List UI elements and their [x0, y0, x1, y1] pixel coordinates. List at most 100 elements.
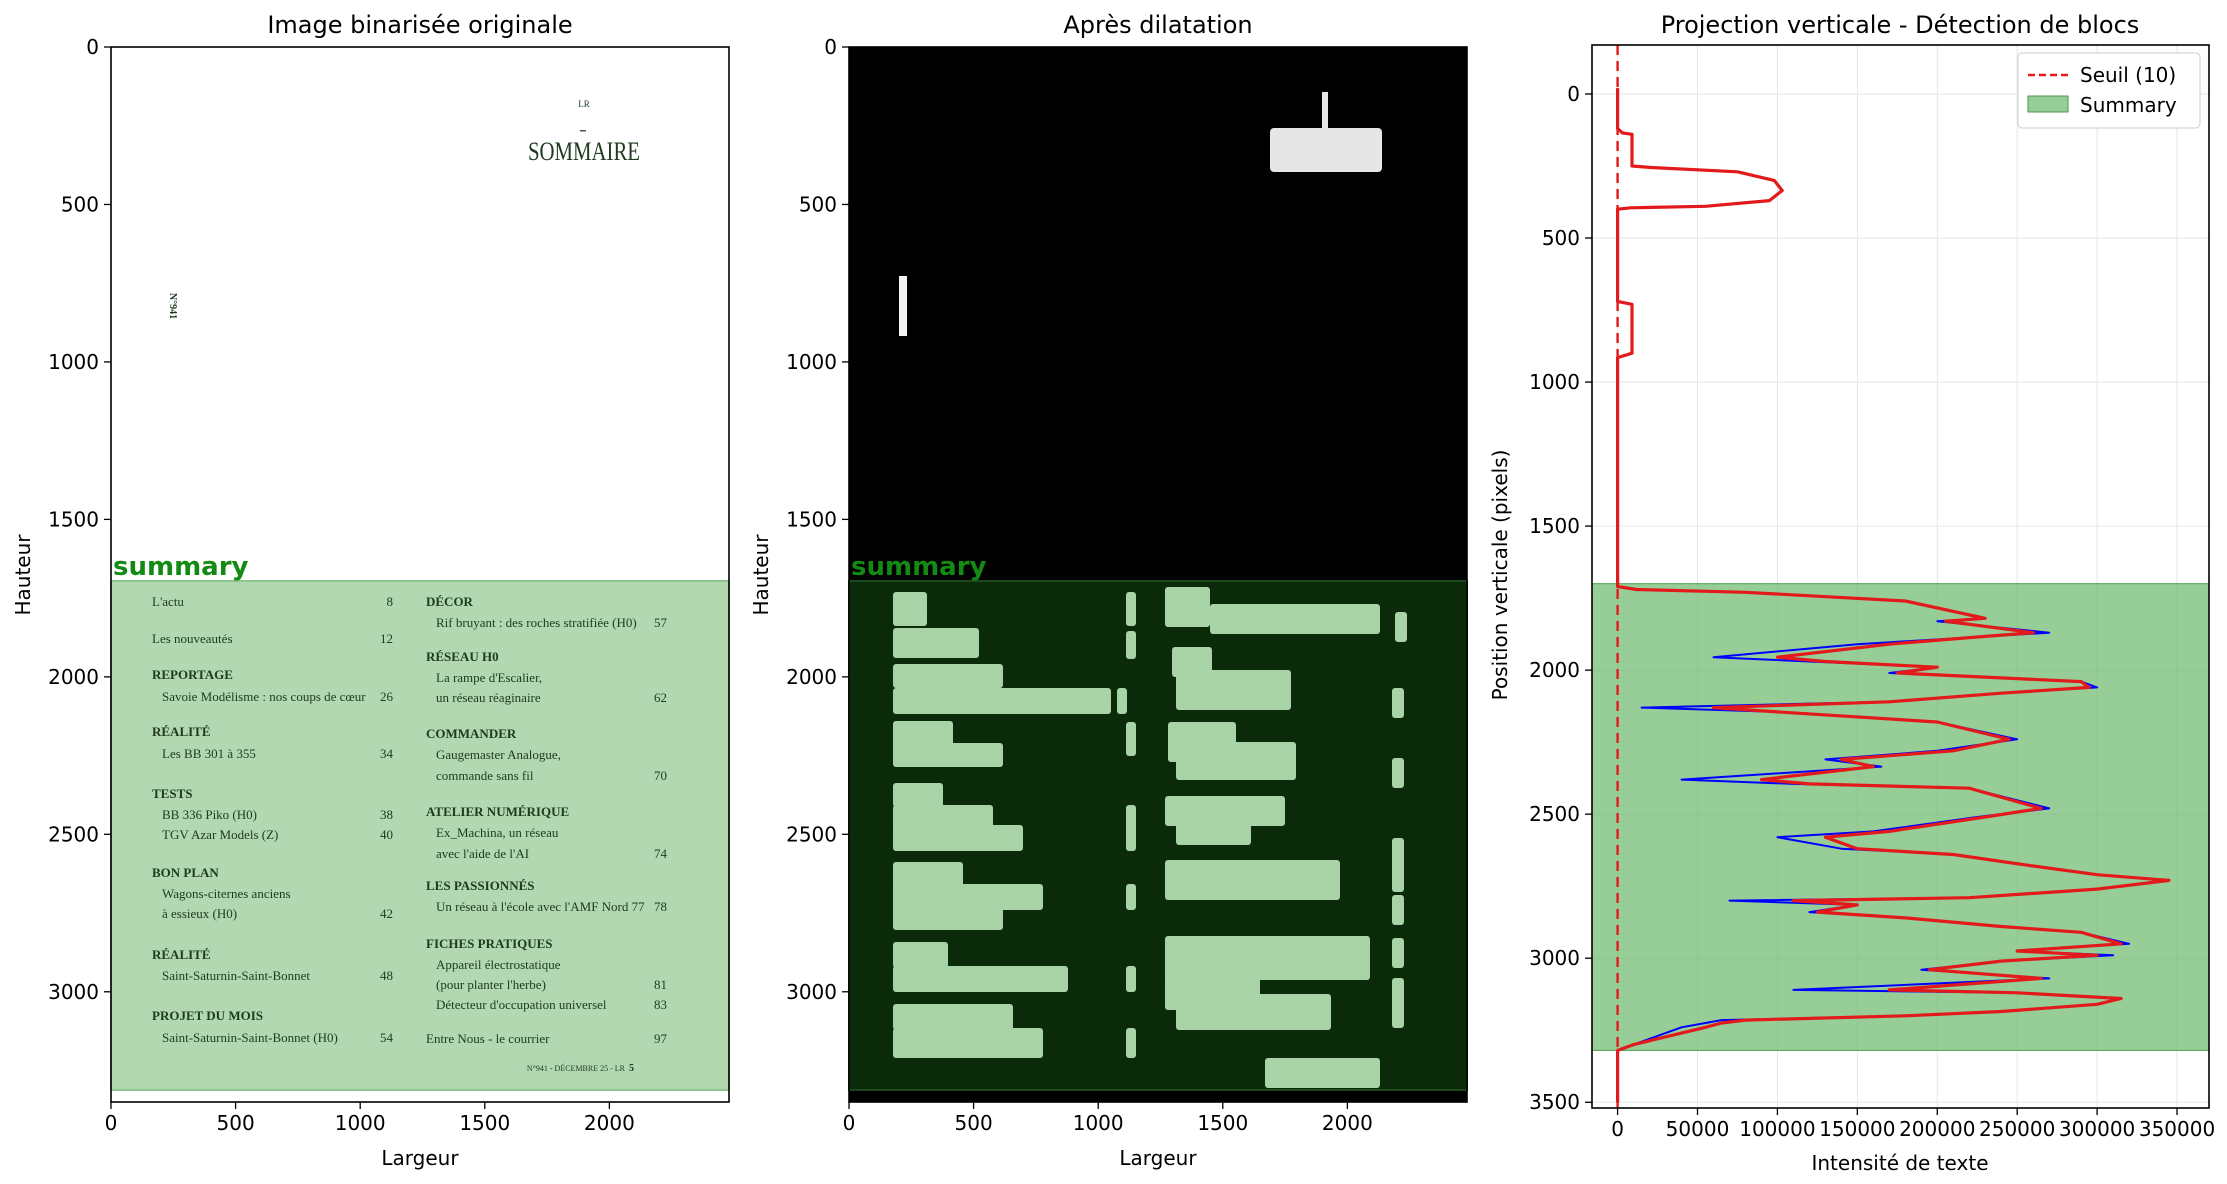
toc-entry-text: LES PASSIONNÉS	[426, 878, 535, 893]
toc-entry-text: RÉALITÉ	[152, 947, 211, 962]
panel1-summary-block	[110, 580, 730, 1091]
projection-smoothed-line	[1616, 88, 2171, 1103]
toc-entry-page: 70	[654, 768, 667, 783]
toc-entry-text: Wagons-citernes anciens	[162, 886, 291, 901]
dilated-text-blob	[893, 966, 1068, 992]
toc-entry-text: Rif bruyant : des roches stratifiée (H0)	[436, 615, 637, 630]
panel2-frame	[848, 46, 1468, 1103]
toc-entry-page: 40	[380, 827, 393, 842]
dilated-text-blob	[1165, 587, 1210, 627]
toc-entry-page: 74	[654, 846, 668, 861]
dilated-text-blob	[1395, 612, 1407, 642]
panel3-ytick-label: 1000	[1529, 370, 1580, 394]
panel3-ytick-label: 1500	[1529, 514, 1580, 538]
panel3-xtick-label: 300000	[2059, 1117, 2135, 1141]
toc-entry-text: Ex_Machina, un réseau	[436, 825, 559, 840]
doc-footer-page: 5	[629, 1063, 634, 1074]
toc-entry-page: 83	[654, 997, 667, 1012]
toc-entry-text: RÉALITÉ	[152, 724, 211, 739]
panel2-image: summary	[848, 46, 1468, 1103]
toc-entry-text: un réseau réaginaire	[436, 690, 541, 705]
panel2-xtick-label: 1500	[1197, 1111, 1248, 1135]
legend-threshold-label: Seuil (10)	[2080, 63, 2176, 87]
panel3-plot: Seuil (10) Summary	[1591, 44, 2210, 1109]
toc-entry-text: DÉCOR	[426, 594, 474, 609]
dilated-text-blob	[1176, 742, 1296, 780]
dilated-text-blob	[893, 743, 1003, 767]
toc-entry-page: 62	[654, 690, 667, 705]
dilated-text-blob	[1392, 758, 1404, 788]
toc-entry-text: Saint-Saturnin-Saint-Bonnet (H0)	[162, 1030, 338, 1045]
doc-heading: SOMMAIRE	[528, 137, 640, 166]
panel2-title: Après dilatation	[1063, 11, 1252, 39]
panel1-ytick-label: 2500	[48, 822, 99, 846]
toc-entry-page: 34	[380, 746, 394, 761]
doc-side-number: N°941	[167, 293, 178, 319]
toc-entry-text: Entre Nous - le courrier	[426, 1031, 550, 1046]
dilated-text-blob	[1392, 688, 1404, 718]
legend: Seuil (10) Summary	[2017, 52, 2201, 129]
toc-entry-text: COMMANDER	[426, 726, 517, 741]
toc-entry-text: Saint-Saturnin-Saint-Bonnet	[162, 968, 310, 983]
dilated-text-blob	[893, 904, 1003, 930]
toc-entry-text: Détecteur d'occupation universel	[436, 997, 607, 1012]
toc-entry-text: FICHES PRATIQUES	[426, 936, 553, 951]
dilated-text-blob	[893, 862, 963, 888]
dilated-text-blob	[1176, 815, 1251, 845]
panel3-xtick-label: 350000	[2139, 1117, 2215, 1141]
panel1-summary-label: summary	[113, 552, 249, 582]
panel1-xlabel: Largeur	[381, 1146, 459, 1170]
dilated-text-blob	[1126, 631, 1136, 659]
legend-summary-swatch	[2027, 95, 2069, 113]
panel3-xlabel: Intensité de texte	[1811, 1151, 1988, 1175]
dilated-text-blob	[1165, 860, 1340, 900]
panel3-ytick-label: 2000	[1529, 658, 1580, 682]
toc-entry-text: Les BB 301 à 355	[162, 746, 256, 761]
toc-entry-page: 42	[380, 906, 393, 921]
toc-entry-text: Gaugemaster Analogue,	[436, 747, 561, 762]
toc-entry-page: 81	[654, 977, 667, 992]
dilated-summary-blobs	[893, 587, 1407, 1088]
toc-entry-page: 38	[380, 807, 393, 822]
toc-entry-page: 78	[654, 899, 667, 914]
panel3-ytick-label: 2500	[1529, 802, 1580, 826]
panel2-ytick-label: 2500	[786, 822, 837, 846]
toc-entry-text: avec l'aide de l'AI	[436, 846, 529, 861]
toc-entry-text: RÉSEAU H0	[426, 649, 499, 664]
panel1-ytick-label: 1000	[48, 350, 99, 374]
dilated-text-blob	[1210, 604, 1380, 634]
panel3-xtick-label: 0	[1611, 1117, 1624, 1141]
toc-entry-page: 26	[380, 689, 394, 704]
toc-entry-page: 54	[380, 1030, 394, 1045]
panel1-ylabel: Hauteur	[11, 534, 35, 616]
panel1-axes: 0 500 1000 1500 2000 0 500 1000 1500 2000 2500 3000	[48, 35, 635, 1135]
toc-entry-text: (pour planter l'herbe)	[436, 977, 546, 992]
dilated-text-blob	[1126, 722, 1136, 756]
panel1-ytick-label: 1500	[48, 507, 99, 531]
toc-entry-page: 8	[387, 594, 394, 609]
dilated-text-blob	[1126, 1028, 1136, 1058]
summary-block-span	[1591, 583, 2210, 1051]
dilated-text-blob	[1392, 938, 1404, 968]
panel1-image: summary LR SOMMAIRE N°941 L'actu 8 Les nou…	[110, 46, 730, 1103]
panel1-xtick-label: 500	[217, 1111, 255, 1135]
dilated-text-blob	[893, 884, 1043, 910]
panel3-ytick-label: 3000	[1529, 946, 1580, 970]
panel1-frame	[110, 46, 730, 1103]
panel3-xtick-label: 50000	[1666, 1117, 1730, 1141]
toc-entry-text: BB 336 Piko (H0)	[162, 807, 257, 822]
panel3-ytick-label: 500	[1542, 226, 1580, 250]
toc-entry-page: 97	[654, 1031, 668, 1046]
dilated-text-blob	[1126, 884, 1136, 910]
dilated-text-blob	[1265, 1058, 1380, 1088]
toc-entry-text: L'actu	[152, 594, 184, 609]
dilated-text-blob	[893, 1028, 1043, 1058]
doc-left-column: L'actu 8 Les nouveautés 12 REPORTAGE Savoie M…	[152, 594, 394, 1045]
panel3-axes: 0 50000 100000 150000 200000 250000 300000 3500…	[1529, 82, 2215, 1141]
panel2-ytick-label: 500	[799, 192, 837, 216]
panel2-ytick-label: 2000	[786, 665, 837, 689]
panel2-ytick-label: 3000	[786, 980, 837, 1004]
panel3-title: Projection verticale - Détection de bloc…	[1661, 11, 2140, 39]
toc-entry-page: 48	[380, 968, 393, 983]
